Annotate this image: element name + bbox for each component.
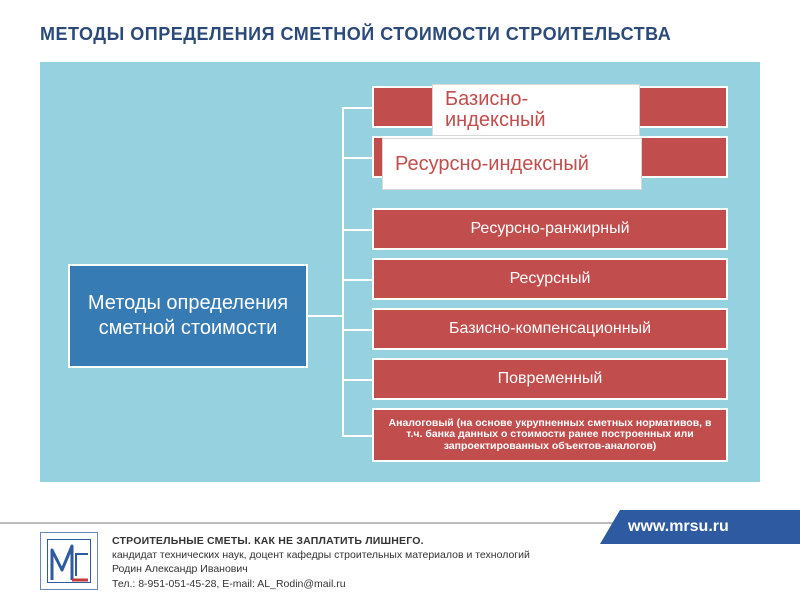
footer-line-3: Родин Александр Иванович [112,562,530,576]
connector-branch-2 [342,157,372,159]
slide-title: МЕТОДЫ ОПРЕДЕЛЕНИЯ СМЕТНОЙ СТОИМОСТИ СТР… [40,24,671,45]
leaf-label: Ресурсно-ранжирный [470,220,629,238]
connector-branch-3 [342,229,372,231]
footer-text-block: СТРОИТЕЛЬНЫЕ СМЕТЫ. КАК НЕ ЗАПЛАТИТЬ ЛИШ… [112,534,530,591]
leaf-node-7: Аналоговый (на основе укрупненных сметны… [372,408,728,462]
url-badge: www.mrsu.ru [600,510,800,544]
leaf-node-4: Ресурсный [372,258,728,300]
overlay-2: Ресурсно-индексный [382,138,642,190]
overlay-label: Базисно-индексный [445,89,627,131]
logo-icon [47,539,91,583]
leaf-label: Ресурсный [510,270,591,288]
connector-branch-6 [342,379,372,381]
footer-logo [40,532,98,590]
root-node: Методы определения сметной стоимости [68,264,308,368]
slide-footer: www.mrsu.ru СТРОИТЕЛЬНЫЕ СМЕТЫ. КАК НЕ З… [0,522,800,600]
footer-line-4: Тел.: 8-951-051-45-28, E-mail: AL_Rodin@… [112,577,530,591]
url-text: www.mrsu.ru [628,518,729,536]
connector-branch-7 [342,435,372,437]
footer-line-2: кандидат технических наук, доцент кафедр… [112,548,530,562]
connector-branch-5 [342,329,372,331]
leaf-node-3: Ресурсно-ранжирный [372,208,728,250]
connector-branch-1 [342,107,372,109]
leaf-label: Повременный [498,370,603,388]
connector-branch-4 [342,279,372,281]
connector-trunk [308,315,344,317]
footer-line-1: СТРОИТЕЛЬНЫЕ СМЕТЫ. КАК НЕ ЗАПЛАТИТЬ ЛИШ… [112,534,530,548]
overlay-1: Базисно-индексный [432,84,640,136]
leaf-label: Базисно-компенсационный [449,320,651,338]
root-label: Методы определения сметной стоимости [78,291,298,341]
leaf-label: Аналоговый (на основе укрупненных сметны… [384,418,716,453]
leaf-node-6: Повременный [372,358,728,400]
overlay-label: Ресурсно-индексный [395,154,589,175]
leaf-node-5: Базисно-компенсационный [372,308,728,350]
